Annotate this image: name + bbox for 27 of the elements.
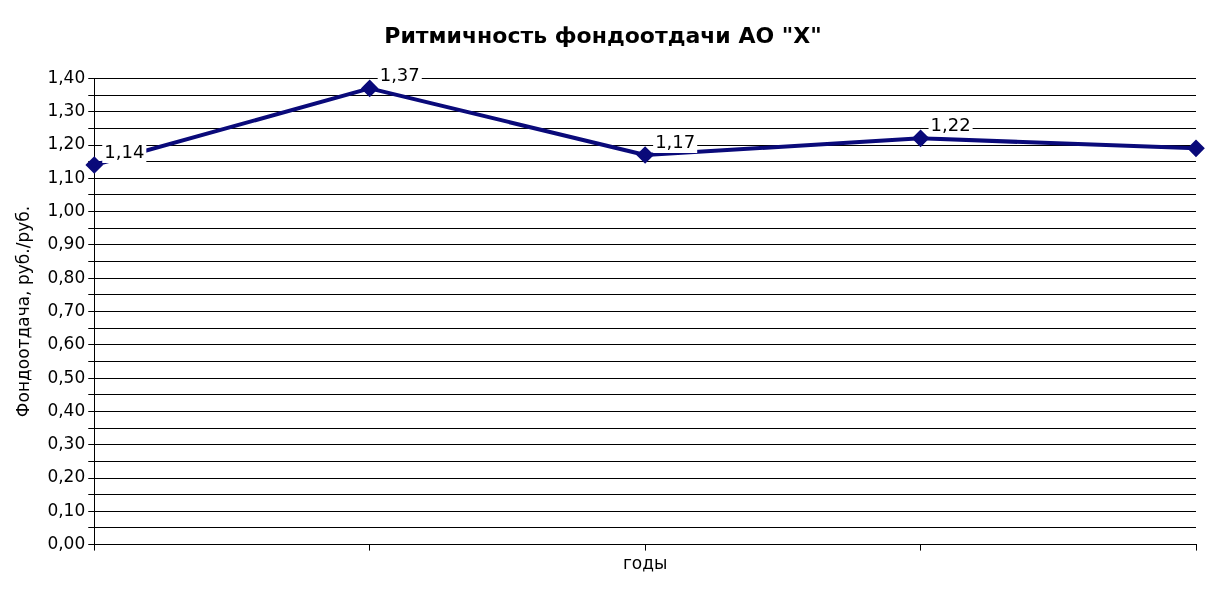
point	[1188, 140, 1204, 157]
y-tick-label: 0,00	[47, 533, 86, 554]
x-axis-title: годы	[622, 553, 668, 574]
data-label: 1,37	[379, 64, 420, 86]
y-tick-label: 1,20	[47, 133, 86, 154]
y-tick-label: 0,90	[47, 233, 86, 254]
point	[912, 130, 929, 147]
point	[637, 146, 654, 163]
y-axis-title: Фондоотдача, руб./руб.	[12, 205, 33, 418]
y-tick-label: 0,50	[47, 366, 86, 387]
y-tick-label: 0,10	[47, 499, 86, 520]
y-tick-label: 0,40	[47, 399, 86, 420]
y-tick-label: 1,30	[47, 100, 86, 121]
y-tick-label: 0,30	[47, 433, 86, 454]
data-label: 1,14	[104, 140, 145, 162]
chart-title: Ритмичность фондоотдачи АО "X"	[384, 22, 822, 48]
data-label: 1,17	[655, 130, 696, 152]
y-tick-label: 0,80	[47, 266, 86, 287]
y-tick-label: 1,10	[47, 166, 86, 187]
y-tick-label: 0,20	[47, 466, 86, 487]
point	[361, 80, 378, 97]
y-tick-label: 1,00	[47, 200, 86, 221]
y-tick-label: 0,60	[47, 333, 86, 354]
data-label: 1,22	[930, 114, 971, 136]
y-tick-label: 1,40	[47, 66, 86, 87]
point	[86, 156, 103, 173]
y-tick-label: 0,70	[47, 299, 86, 320]
